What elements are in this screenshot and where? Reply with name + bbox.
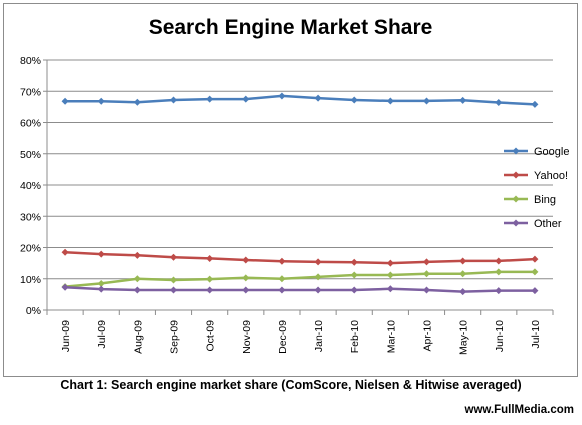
legend-marker — [512, 171, 520, 179]
data-point — [133, 98, 141, 106]
data-point — [386, 285, 394, 293]
x-tick-label: Dec-09 — [277, 320, 289, 354]
x-tick-label: Aug-09 — [132, 320, 144, 354]
data-point — [206, 275, 214, 283]
data-point — [495, 287, 503, 295]
data-point — [170, 253, 177, 261]
data-point — [278, 275, 286, 283]
data-point — [459, 288, 467, 296]
x-tick-label: Feb-10 — [349, 320, 361, 353]
data-point — [495, 99, 503, 106]
x-tick-label: Jul-09 — [96, 320, 108, 349]
data-point — [314, 286, 322, 294]
y-tick-label: 50% — [20, 149, 41, 161]
data-point — [386, 271, 394, 279]
data-point — [350, 271, 358, 279]
site-url: www.FullMedia.com — [464, 404, 574, 416]
data-point — [170, 286, 177, 294]
data-point — [495, 257, 503, 265]
data-point — [206, 286, 214, 294]
data-point — [97, 250, 105, 258]
y-tick-label: 10% — [20, 274, 41, 286]
data-point — [423, 258, 430, 266]
data-point — [133, 275, 141, 283]
data-point — [531, 255, 539, 263]
x-tick-label: Sep-09 — [169, 320, 181, 354]
data-point — [459, 257, 467, 265]
data-point — [350, 286, 358, 294]
data-point — [97, 285, 105, 293]
data-point — [386, 97, 394, 105]
x-tick-label: Oct-09 — [205, 320, 217, 352]
data-point — [386, 259, 394, 267]
chart-svg: 0% 10% 20% 30% 40% 50% 60% 70% 80% Jun-09 Jul-09 Au… — [20, 55, 570, 355]
data-point — [531, 287, 539, 295]
data-point — [170, 96, 177, 104]
data-point — [97, 97, 105, 105]
data-point — [350, 96, 358, 104]
data-point — [423, 270, 430, 278]
data-point — [423, 97, 430, 105]
data-point — [206, 95, 214, 103]
data-point — [495, 268, 503, 276]
x-tick-label: Jun-09 — [60, 320, 72, 352]
x-tick-label: Jun-10 — [494, 320, 506, 352]
legend-marker — [512, 195, 520, 203]
data-point — [314, 273, 322, 281]
data-point — [459, 270, 467, 278]
legend-marker — [512, 147, 520, 155]
y-tick-label: 80% — [20, 55, 41, 67]
data-point — [423, 286, 430, 294]
series-line — [65, 285, 535, 293]
legend-label: Google — [534, 146, 569, 158]
data-point — [133, 251, 141, 259]
data-point — [278, 257, 286, 265]
x-tick-label: Mar-10 — [385, 320, 397, 353]
data-point — [61, 248, 69, 256]
data-point — [459, 96, 467, 104]
data-point — [242, 95, 250, 103]
series-line — [64, 270, 535, 288]
x-tick-label: Jul-10 — [530, 320, 542, 349]
x-tick-label: Jan-10 — [313, 320, 325, 352]
legend-label: Yahoo! — [534, 170, 568, 182]
x-tick-label: May-10 — [458, 320, 470, 355]
data-point — [531, 100, 539, 108]
y-tick-label: 0% — [26, 305, 41, 317]
data-point — [531, 268, 539, 276]
data-point — [97, 279, 105, 287]
chart-title: Search Engine Market Share — [148, 16, 433, 39]
data-point — [61, 97, 69, 105]
legend-marker — [512, 219, 520, 227]
y-tick-label: 70% — [20, 86, 41, 98]
data-point — [278, 286, 286, 294]
y-tick-label: 20% — [20, 243, 41, 255]
x-tick-label: Nov-09 — [241, 320, 253, 354]
data-point — [242, 286, 250, 294]
data-point — [314, 94, 322, 102]
y-tick-label: 60% — [20, 118, 41, 130]
data-point — [242, 274, 250, 282]
data-point — [206, 254, 214, 262]
y-tick-label: 40% — [20, 180, 41, 192]
chart-caption: Chart 1: Search engine market share (Com… — [60, 378, 522, 392]
y-tick-label: 30% — [20, 211, 41, 223]
series-line — [65, 94, 535, 106]
data-point — [314, 258, 322, 266]
data-point — [242, 256, 250, 264]
legend-label: Other — [534, 218, 562, 230]
data-point — [278, 92, 286, 100]
data-point — [350, 258, 358, 266]
series-line — [65, 250, 535, 265]
legend-label: Bing — [534, 194, 556, 206]
x-tick-label: Apr-10 — [422, 320, 434, 352]
chart-frame: Search Engine Market Share 0% 10% 20% 30% 40… — [3, 3, 578, 377]
data-point — [61, 283, 69, 291]
data-point — [133, 286, 141, 294]
data-point — [170, 276, 177, 284]
